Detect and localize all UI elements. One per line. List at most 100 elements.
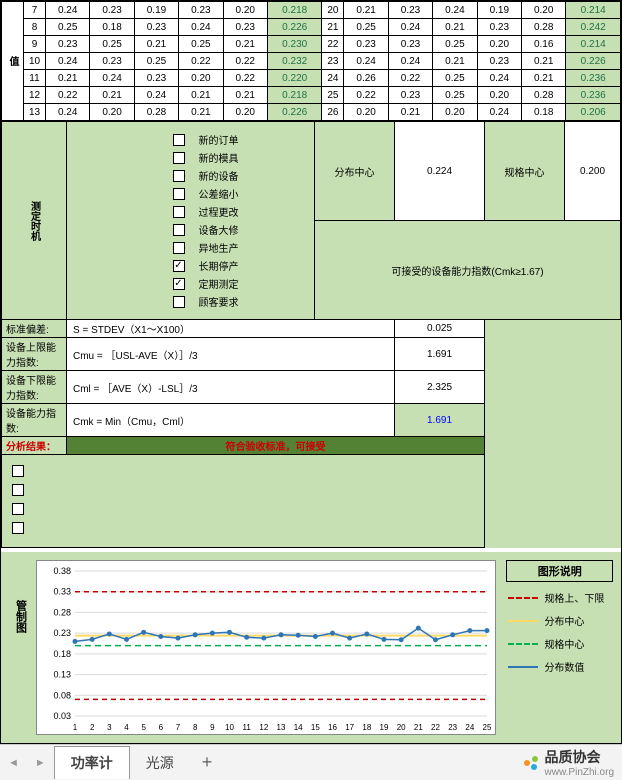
svg-text:19: 19 (380, 723, 389, 732)
legend-label: 分布数值 (544, 659, 584, 674)
svg-text:0.33: 0.33 (54, 587, 72, 597)
summary-label: 设备下限能力指数: (2, 371, 67, 404)
main-sheet: 值70.240.230.190.230.200.218200.210.230.2… (0, 0, 622, 744)
check-item[interactable]: 设备大修 (173, 222, 239, 237)
svg-text:18: 18 (363, 723, 372, 732)
check-item[interactable]: 新的订单 (173, 132, 239, 147)
svg-text:20: 20 (397, 723, 406, 732)
brand: 品质协会 www.PinZhi.org (521, 747, 622, 778)
tab-add[interactable]: + (190, 752, 225, 773)
top-label: 值 (2, 2, 24, 121)
brand-name: 品质协会 (545, 747, 614, 767)
svg-text:0.28: 0.28 (54, 607, 72, 617)
svg-text:9: 9 (211, 723, 216, 732)
dist-center-val: 0.224 (395, 122, 485, 221)
check-label: 新的订单 (199, 132, 239, 147)
legend-swatch (508, 597, 538, 599)
mid-label: 测定时机 (2, 122, 67, 320)
check-item[interactable]: 顾客要求 (173, 294, 239, 309)
legend-item: 规格上、下限 (508, 590, 611, 605)
svg-text:24: 24 (466, 723, 475, 732)
legend-item: 分布中心 (508, 613, 611, 628)
legend-label: 规格中心 (544, 636, 584, 651)
legend-label: 分布中心 (544, 613, 584, 628)
check-item[interactable]: 定期测定 (173, 276, 239, 291)
checkbox-icon[interactable] (173, 296, 185, 308)
svg-text:21: 21 (414, 723, 423, 732)
summary-value: 1.691 (395, 404, 485, 437)
control-chart: 0.030.080.130.180.230.280.330.3812345678… (36, 560, 496, 735)
check-item[interactable]: 长期停产 (173, 258, 239, 273)
svg-text:0.03: 0.03 (54, 711, 72, 721)
check-item[interactable]: 过程更改 (173, 204, 239, 219)
summary-value: 1.691 (395, 338, 485, 371)
spec-center-label: 规格中心 (485, 122, 565, 221)
svg-text:0.18: 0.18 (54, 649, 72, 659)
check-item[interactable]: 新的模具 (173, 150, 239, 165)
check-item[interactable]: 异地生产 (173, 240, 239, 255)
checkbox-icon[interactable] (12, 465, 24, 477)
checkbox-icon[interactable] (173, 206, 185, 218)
svg-text:0.08: 0.08 (54, 690, 72, 700)
svg-text:16: 16 (328, 723, 337, 732)
accept-label: 可接受的设备能力指数(Cmk≥1.67) (315, 221, 621, 320)
check-label: 顾客要求 (199, 294, 239, 309)
summary-value: 2.325 (395, 371, 485, 404)
legend-swatch (508, 620, 538, 622)
checkbox-icon[interactable] (173, 188, 185, 200)
checkbox-icon[interactable] (173, 278, 185, 290)
chart-label: 管制图 (9, 560, 30, 735)
tab-other[interactable]: 光源 (130, 747, 190, 779)
svg-text:11: 11 (243, 723, 252, 732)
legend: 图形说明 规格上、下限分布中心规格中心分布数值 (506, 560, 613, 735)
svg-text:0.23: 0.23 (54, 628, 72, 638)
checkbox-icon[interactable] (12, 484, 24, 496)
summary-formula: Cmk = Min（Cmu，Cml） (67, 404, 395, 437)
summary-formula: Cml = ［AVE（X）-LSL］/3 (67, 371, 395, 404)
checkbox-icon[interactable] (173, 152, 185, 164)
check-label: 设备大修 (199, 222, 239, 237)
result-label: 分析结果： (2, 437, 67, 455)
checkbox-icon[interactable] (173, 242, 185, 254)
sheet-tabs: ◄ ► 功率计 光源 + 品质协会 www.PinZhi.org (0, 744, 622, 780)
check-label: 过程更改 (199, 204, 239, 219)
tab-active[interactable]: 功率计 (54, 746, 130, 779)
brand-url: www.PinZhi.org (545, 767, 614, 778)
mid-section: 测定时机 新的订单新的模具新的设备公差缩小过程更改设备大修异地生产长期停产定期测… (1, 121, 621, 548)
legend-item: 分布数值 (508, 659, 611, 674)
check-item[interactable]: 公差缩小 (173, 186, 239, 201)
summary-formula: Cmu = ［USL-AVE（X）］/3 (67, 338, 395, 371)
summary-label: 设备能力指数: (2, 404, 67, 437)
svg-text:4: 4 (125, 723, 130, 732)
svg-text:3: 3 (108, 723, 113, 732)
tab-scroll-right[interactable]: ► (27, 757, 54, 769)
tab-scroll-left[interactable]: ◄ (0, 757, 27, 769)
legend-swatch (508, 643, 538, 645)
chart-svg: 0.030.080.130.180.230.280.330.3812345678… (37, 561, 497, 736)
svg-text:14: 14 (294, 723, 303, 732)
summary-value: 0.025 (395, 320, 485, 338)
checkbox-icon[interactable] (173, 134, 185, 146)
svg-text:8: 8 (193, 723, 198, 732)
checklist-cell: 新的订单新的模具新的设备公差缩小过程更改设备大修异地生产长期停产定期测定顾客要求 (67, 122, 315, 320)
check-label: 新的设备 (199, 168, 239, 183)
check-label: 异地生产 (199, 240, 239, 255)
checkbox-icon[interactable] (12, 522, 24, 534)
checkbox-icon[interactable] (173, 260, 185, 272)
svg-text:15: 15 (311, 723, 320, 732)
legend-label: 规格上、下限 (544, 590, 604, 605)
svg-text:2: 2 (90, 723, 95, 732)
svg-text:10: 10 (225, 723, 234, 732)
checkbox-icon[interactable] (173, 224, 185, 236)
checkbox-icon[interactable] (12, 503, 24, 515)
chart-zone: 管制图 0.030.080.130.180.230.280.330.381234… (1, 548, 621, 743)
svg-text:17: 17 (346, 723, 355, 732)
checkbox-icon[interactable] (173, 170, 185, 182)
svg-text:5: 5 (142, 723, 147, 732)
summary-label: 标准偏差: (2, 320, 67, 338)
check-label: 定期测定 (199, 276, 239, 291)
spec-center-val: 0.200 (565, 122, 621, 221)
svg-text:0.13: 0.13 (54, 670, 72, 680)
check-item[interactable]: 新的设备 (173, 168, 239, 183)
svg-text:7: 7 (176, 723, 181, 732)
